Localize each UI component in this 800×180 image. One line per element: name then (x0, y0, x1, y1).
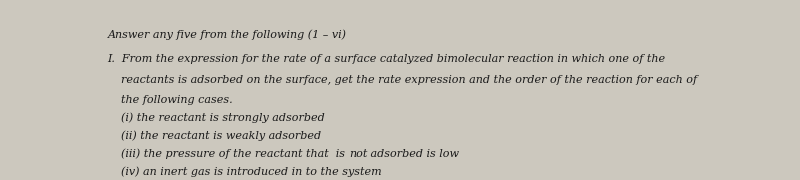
Text: (ii) the reactant is weakly adsorbed: (ii) the reactant is weakly adsorbed (107, 131, 322, 141)
Text: (i) the reactant is strongly adsorbed: (i) the reactant is strongly adsorbed (107, 113, 325, 123)
Text: (iii) the pressure of the reactant that  is: (iii) the pressure of the reactant that … (107, 149, 349, 159)
Text: (iv) an inert gas is introduced in to the system: (iv) an inert gas is introduced in to th… (107, 167, 382, 177)
Text: the following cases.: the following cases. (107, 95, 233, 105)
Text: Answer any five from the following (1 – vi): Answer any five from the following (1 – … (107, 30, 346, 40)
Text: adsorbed is low: adsorbed is low (367, 149, 459, 159)
Text: not: not (349, 149, 367, 159)
Text: I.  From the expression for the rate of a surface catalyzed bimolecular reaction: I. From the expression for the rate of a… (107, 54, 666, 64)
Text: reactants is adsorbed on the surface, get the rate expression and the order of t: reactants is adsorbed on the surface, ge… (107, 75, 698, 85)
